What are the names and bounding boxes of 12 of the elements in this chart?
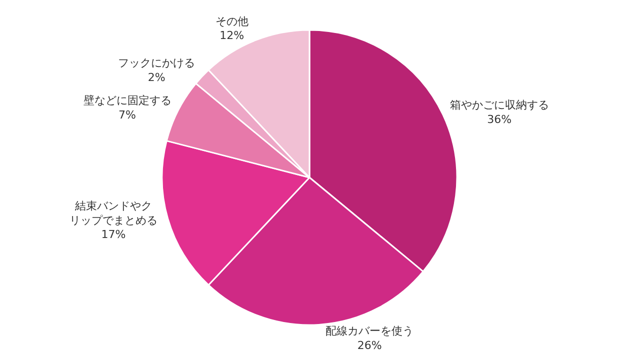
data-label: 36% [487,112,512,126]
data-label: 26% [357,338,382,352]
data-label: 7% [118,108,136,122]
slice-label: 箱やかごに収納する [450,98,549,112]
slice-label: フックにかける [118,56,196,70]
data-label: 17% [101,228,126,242]
slice-label: その他 [215,14,248,28]
data-label: 2% [148,70,166,84]
data-label: 12% [220,29,244,42]
slice-label: 結束バンドやクリップでまとめる [69,199,158,227]
slice-label: 壁などに固定する [83,94,172,108]
slice-label: 配線カバーを使う [326,324,414,338]
